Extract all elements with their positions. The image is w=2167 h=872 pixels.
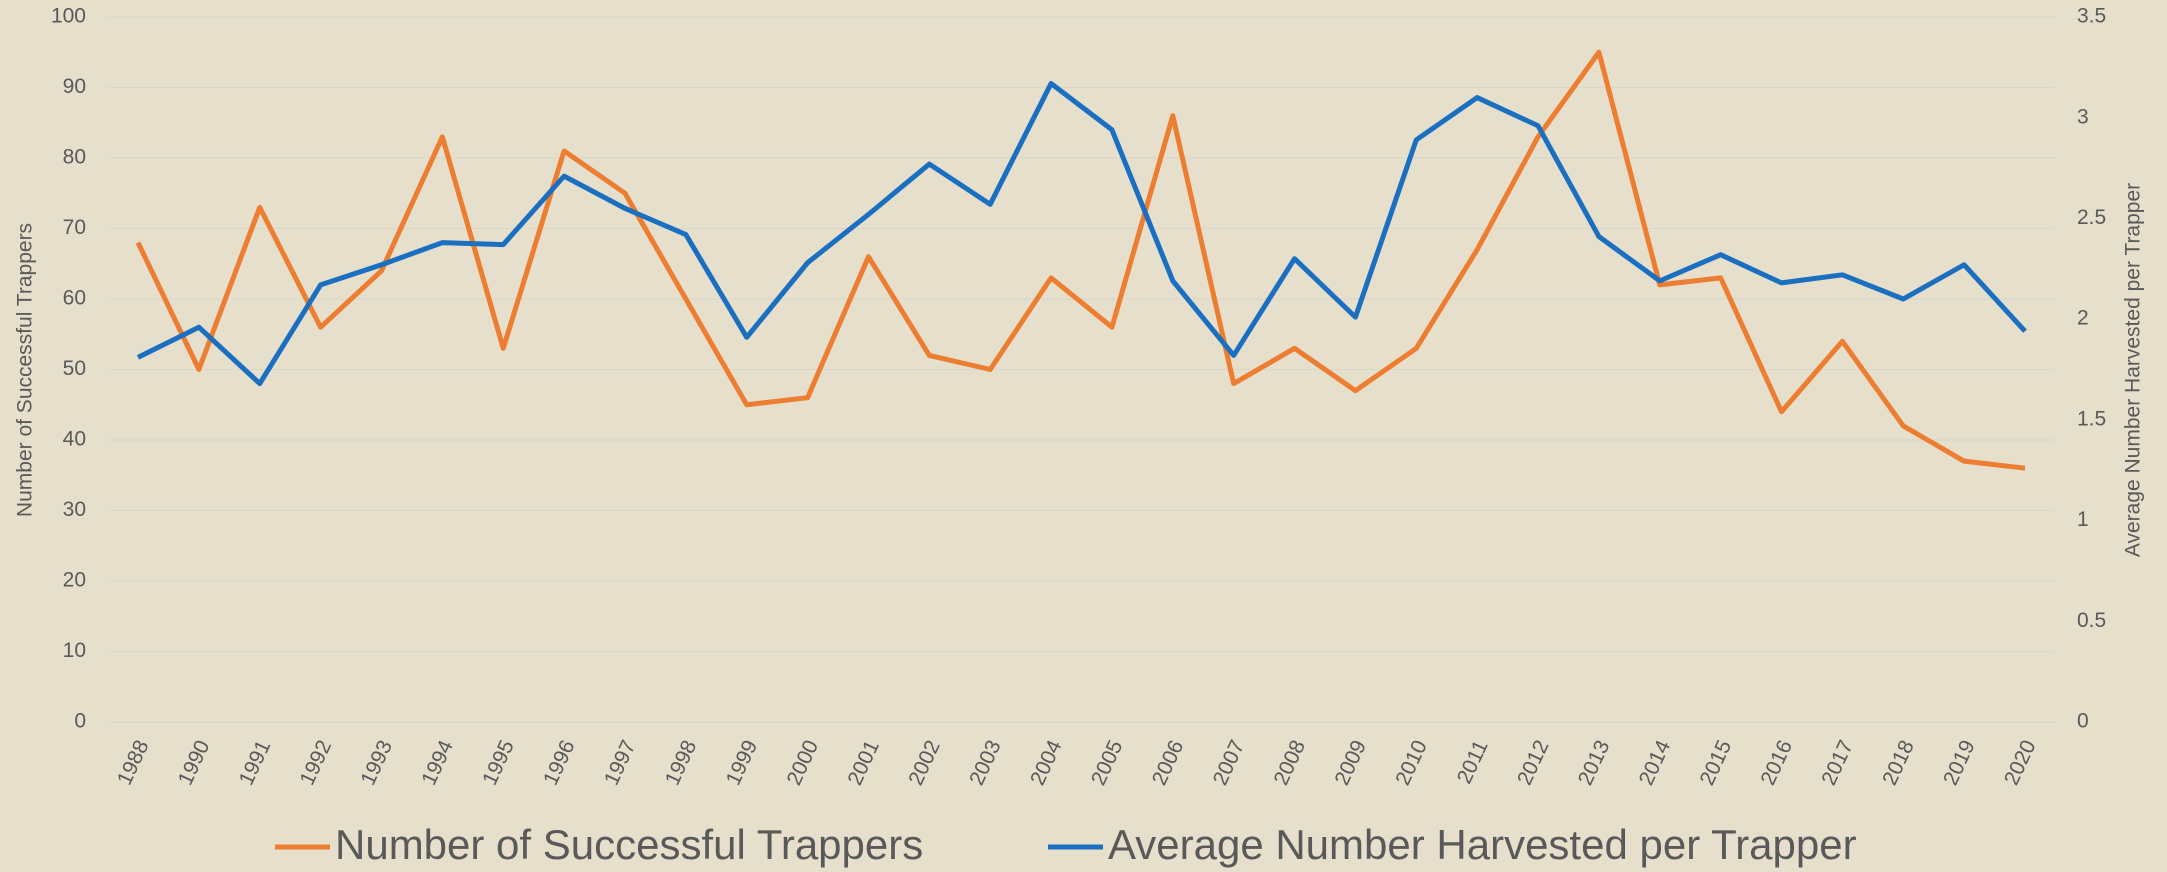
y-tick-label: 50 [63, 357, 86, 380]
y-tick-label: 70 [63, 216, 86, 239]
y2-tick-label: 0.5 [2077, 609, 2106, 632]
y2-tick-label: 2.5 [2077, 206, 2106, 229]
y2-tick-label: 3.5 [2077, 5, 2106, 28]
y2-tick-label: 1 [2077, 508, 2089, 531]
series-line [136, 80, 2027, 387]
y-axis-label: Number of Successful Trappers [14, 223, 37, 517]
series-line [135, 49, 2026, 471]
y-tick-label: 60 [63, 287, 86, 310]
y2-tick-label: 0 [2077, 710, 2089, 733]
y-tick-label: 0 [74, 710, 86, 733]
legend-label: Average Number Harvested per Trapper [1108, 821, 1857, 868]
y2-axis-label: Average Number Harvested per Trapper [2122, 183, 2145, 557]
legend-label: Number of Successful Trappers [335, 821, 923, 868]
y-tick-label: 10 [63, 639, 86, 662]
y-tick-label: 40 [63, 428, 86, 451]
y-tick-label: 30 [63, 498, 86, 521]
y-tick-label: 100 [51, 5, 86, 28]
y2-tick-label: 2 [2077, 307, 2089, 330]
y2-tick-label: 3 [2077, 105, 2089, 128]
y-tick-label: 80 [63, 146, 86, 169]
y-tick-label: 90 [63, 75, 86, 98]
y2-tick-label: 1.5 [2077, 407, 2106, 430]
y-tick-label: 20 [63, 569, 86, 592]
